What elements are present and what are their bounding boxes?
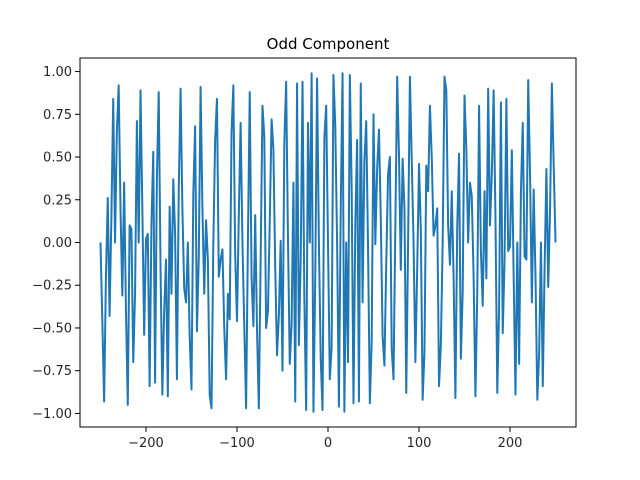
x-tick-label: −200 [128, 436, 164, 451]
ticks-layer: −200 −100 0 100 200 −1.00 −0.75 −0.50 −0.25 0.00 0… [32, 65, 522, 451]
chart-title: Odd Component [267, 35, 390, 53]
y-tick-label: −1.00 [32, 407, 72, 422]
x-tick-label: −100 [219, 436, 255, 451]
y-tick-label: 0.50 [43, 151, 72, 166]
x-tick-label: 200 [498, 436, 523, 451]
y-tick-label: 0.25 [43, 193, 72, 208]
axes-frame [79, 57, 577, 428]
y-tick-label: −0.25 [32, 279, 72, 294]
series-layer [99, 72, 557, 413]
series-line-0 [99, 72, 557, 413]
y-tick-label: 0.75 [43, 108, 72, 123]
y-tick-label: 1.00 [43, 65, 72, 80]
x-tick-label: 100 [407, 436, 432, 451]
y-tick-label: 0.00 [43, 236, 72, 251]
y-tick-label: −0.50 [32, 321, 72, 336]
y-tick-label: −0.75 [32, 364, 72, 379]
x-tick-label: 0 [324, 436, 332, 451]
